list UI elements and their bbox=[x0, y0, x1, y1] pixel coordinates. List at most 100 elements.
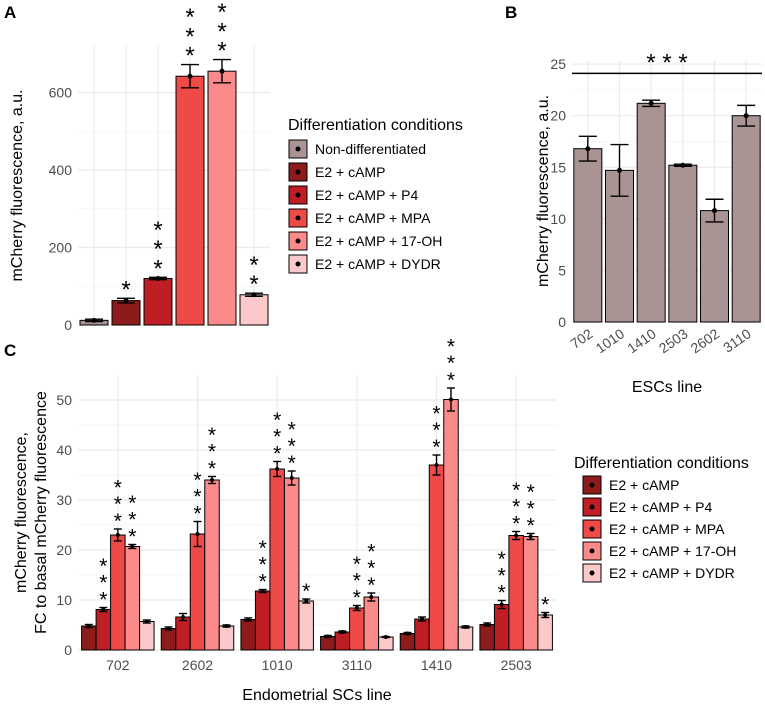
panel-a-bar bbox=[175, 75, 205, 326]
legend-top-item-label: E2 + cAMP + 17-OH bbox=[315, 233, 442, 249]
panel-c-mean-point bbox=[499, 602, 504, 607]
panel-a-y-tick: 600 bbox=[49, 85, 73, 101]
panel-a-y-axis-label: mCherry fluorescence, a.u. bbox=[9, 89, 26, 281]
panel-b-bracket-star: * bbox=[678, 49, 687, 76]
panel-c-bar bbox=[537, 614, 553, 651]
panel-c-significance-1: * bbox=[432, 419, 440, 442]
panel-b-mean-point bbox=[680, 162, 686, 168]
panel-c-x-tick: 1010 bbox=[262, 657, 293, 673]
panel-c-significance-0: * bbox=[498, 582, 506, 605]
panel-c-significance-1: * bbox=[498, 565, 506, 588]
panel-c-mean-point bbox=[434, 463, 439, 467]
legend-top-title: Differentiation conditions bbox=[288, 117, 463, 134]
panel-b-x-tick: 1010 bbox=[593, 325, 628, 356]
legend-top-swatch-point bbox=[295, 169, 301, 175]
panel-a-mean-point bbox=[251, 292, 257, 298]
panel-c-bar bbox=[399, 633, 416, 651]
panel-c-mean-point bbox=[420, 617, 424, 621]
panel-c-bar bbox=[110, 534, 126, 651]
panel-c-bar bbox=[283, 477, 300, 651]
panel-c-significance-2: * bbox=[353, 553, 361, 576]
panel-c-significance-0: * bbox=[259, 571, 267, 594]
panel-c-mean-point bbox=[528, 534, 533, 539]
panel-c-mean-point bbox=[181, 615, 185, 619]
panel-a-significance-2: * bbox=[185, 4, 194, 31]
panel-b-y-tick: 10 bbox=[550, 211, 566, 227]
legend-bottom-swatch-point bbox=[589, 570, 595, 576]
panel-c-mean-point bbox=[166, 626, 171, 631]
panel-c-significance-2: * bbox=[498, 548, 506, 571]
legend-top: Differentiation conditions Non-differenti… bbox=[288, 117, 463, 274]
legend-top-item-label: E2 + cAMP bbox=[315, 164, 385, 180]
panel-c-x-tick: 3110 bbox=[342, 657, 372, 673]
panel-a-significance-0: * bbox=[217, 38, 226, 65]
panel-a-y-tick: 0 bbox=[64, 317, 72, 333]
panel-c-bar bbox=[269, 468, 285, 651]
panel-a-y-tick: 200 bbox=[49, 240, 73, 256]
panel-c-significance-2: * bbox=[288, 418, 296, 441]
panel-b-y-tick: 5 bbox=[558, 262, 566, 278]
panel-a-bar bbox=[239, 294, 269, 326]
panel-b-x-tick: 702 bbox=[567, 325, 595, 352]
panel-b-y-tick: 0 bbox=[558, 314, 566, 330]
panel-c-significance-2: * bbox=[99, 555, 107, 578]
legend-bottom-title: Differentiation conditions bbox=[574, 455, 749, 472]
panel-c-mean-point bbox=[260, 589, 265, 593]
panel-a-bar bbox=[207, 70, 237, 326]
panel-c-significance-0: * bbox=[353, 587, 361, 610]
panel-a-mean-point bbox=[155, 276, 161, 281]
panel-c-bar bbox=[189, 533, 206, 651]
panel-c-y-tick: 40 bbox=[56, 442, 72, 458]
panel-c-mean-point bbox=[449, 397, 453, 402]
panel-b-x-tick: 3110 bbox=[720, 325, 754, 355]
panel-a-mean-point bbox=[219, 68, 225, 74]
legend-bottom-swatch-point bbox=[589, 526, 595, 532]
panel-c-significance-2: * bbox=[512, 479, 520, 502]
panel-a-significance-0: * bbox=[121, 276, 130, 303]
panel-c-mean-point bbox=[101, 607, 106, 612]
panel-c-bar bbox=[81, 625, 97, 651]
panel-c-bar bbox=[218, 625, 235, 651]
panel-c-y-tick: 20 bbox=[56, 542, 72, 558]
panel-c-significance-1: * bbox=[273, 426, 281, 449]
panel-b-mean-point bbox=[648, 100, 654, 106]
panel-label-a: A bbox=[4, 3, 16, 22]
legend-bottom-swatch-point bbox=[589, 548, 595, 554]
panel-c-significance-2: * bbox=[367, 540, 375, 563]
panel-b-mean-point bbox=[617, 167, 622, 173]
panel-b-y-axis-label: mCherry fluorescence, a.u. bbox=[535, 95, 552, 287]
panel-b-y-tick: 25 bbox=[550, 56, 566, 72]
panel-c-mean-point bbox=[463, 625, 468, 629]
legend-bottom-item-label: E2 + cAMP + MPA bbox=[609, 521, 725, 537]
panel-c-significance-1: * bbox=[288, 435, 296, 458]
panel-c-bar bbox=[479, 624, 495, 651]
panel-c-significance-2: * bbox=[259, 537, 267, 560]
panel-c-significance-2: * bbox=[527, 481, 535, 504]
panel-c-mean-point bbox=[304, 599, 309, 603]
legend-bottom-item-label: E2 + cAMP bbox=[609, 477, 679, 493]
panel-c-significance-1: * bbox=[193, 486, 201, 509]
legend-top-swatch-point bbox=[295, 238, 301, 244]
panel-c-significance-0: * bbox=[527, 515, 535, 538]
panel-c-bar bbox=[349, 607, 365, 651]
panel-c-x-tick: 2602 bbox=[182, 657, 213, 673]
panel-c-significance-1: * bbox=[259, 554, 267, 577]
panel-c-bar bbox=[124, 546, 141, 651]
panel-c-bar bbox=[363, 596, 380, 651]
panel-c-significance-0: * bbox=[367, 574, 375, 597]
panel-c-y-axis-label-line2: FC to basal mCherry fluorescence bbox=[33, 391, 50, 634]
panel-c-y-tick: 10 bbox=[56, 592, 72, 608]
panel-c-significance-2: * bbox=[273, 409, 281, 432]
panel-c-y-axis-label-line1: mCherry fluorescence, bbox=[13, 432, 30, 593]
panel-c-bar bbox=[334, 631, 351, 651]
panel-c-significance-0: * bbox=[114, 510, 122, 533]
panel-c-significance-0: * bbox=[447, 369, 455, 392]
panel-a-mean-point bbox=[187, 73, 193, 79]
legend-bottom-item-label: E2 + cAMP + P4 bbox=[609, 499, 712, 515]
panel-a-significance-1: * bbox=[249, 252, 258, 279]
panel-c-mean-point bbox=[383, 635, 388, 639]
panel-a-y-tick: 400 bbox=[49, 162, 73, 178]
panel-b-bar bbox=[573, 148, 603, 323]
